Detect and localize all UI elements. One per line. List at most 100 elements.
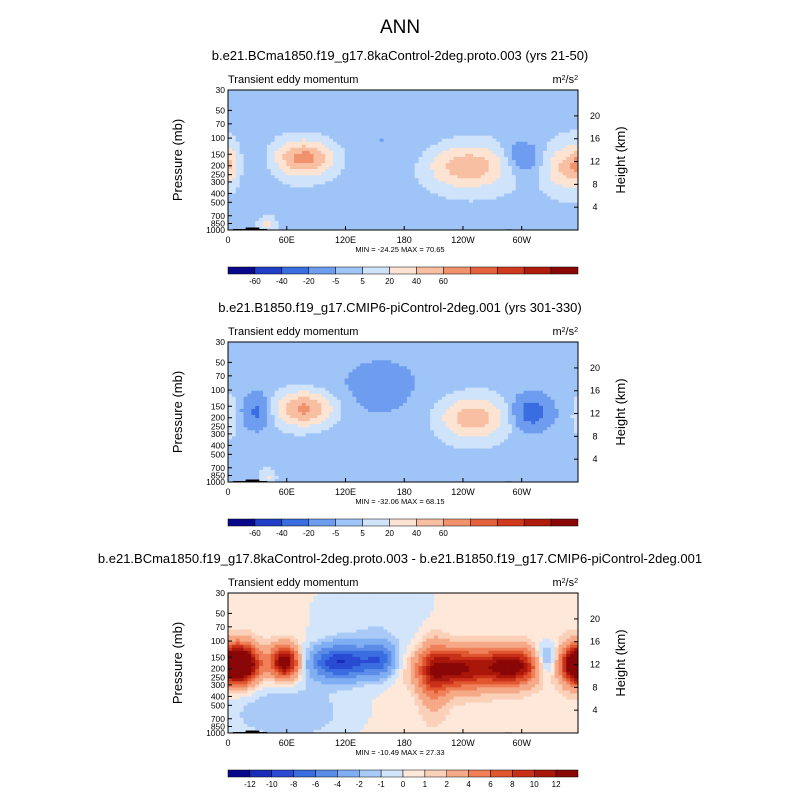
heatmap-cell xyxy=(523,163,529,167)
heatmap-cell xyxy=(546,126,552,131)
heatmap-cell xyxy=(418,123,424,128)
heatmap-cell xyxy=(391,132,396,137)
heatmap-cell xyxy=(566,123,571,128)
heatmap-cell xyxy=(239,99,245,103)
heatmap-cell xyxy=(375,144,381,149)
heatmap-cell xyxy=(399,141,404,146)
heatmap-cell xyxy=(371,193,377,198)
heatmap-cell xyxy=(282,220,287,225)
heatmap-cell xyxy=(228,199,233,204)
heatmap-cell xyxy=(278,445,284,450)
heatmap-cell xyxy=(325,111,330,115)
heatmap-cell xyxy=(496,102,501,106)
heatmap-cell xyxy=(496,123,501,128)
heatmap-cell xyxy=(523,156,529,161)
heatmap-cell xyxy=(231,111,237,115)
heatmap-cell xyxy=(360,166,365,170)
heatmap-cell xyxy=(259,178,264,182)
heatmap-cell xyxy=(298,108,303,112)
heatmap-cell xyxy=(329,114,334,118)
heatmap-cell xyxy=(235,460,241,465)
heatmap-cell xyxy=(406,181,412,185)
heatmap-cell xyxy=(251,472,256,477)
heatmap-cell xyxy=(523,178,529,182)
heatmap-cell xyxy=(231,342,237,346)
heatmap-cell xyxy=(496,129,501,134)
heatmap-cell xyxy=(414,169,420,173)
heatmap-cell xyxy=(554,187,560,192)
heatmap-cell xyxy=(504,184,509,188)
heatmap-cell xyxy=(383,120,389,125)
heatmap-cell xyxy=(430,90,435,94)
heatmap-cell xyxy=(414,205,420,210)
heatmap-cell xyxy=(266,163,272,167)
heatmap-cell xyxy=(263,454,268,459)
heatmap-cell xyxy=(352,144,357,149)
heatmap-cell xyxy=(266,193,272,198)
heatmap-cell xyxy=(255,205,260,210)
heatmap-cell xyxy=(558,175,564,179)
heatmap-cell xyxy=(235,418,241,422)
heatmap-cell xyxy=(410,202,416,207)
heatmap-cell xyxy=(441,178,447,182)
heatmap-cell xyxy=(554,96,560,100)
heatmap-cell xyxy=(243,469,249,474)
heatmap-cell xyxy=(309,175,315,179)
heatmap-cell xyxy=(266,366,272,370)
heatmap-cell xyxy=(399,120,404,125)
heatmap-cell xyxy=(294,156,299,161)
heatmap-cell xyxy=(465,208,470,213)
heatmap-cell xyxy=(504,208,509,213)
heatmap-cell xyxy=(430,205,435,210)
heatmap-cell xyxy=(480,199,486,204)
heatmap-cell xyxy=(492,153,497,158)
heatmap-cell xyxy=(270,223,276,228)
heatmap-cell xyxy=(504,150,509,155)
heatmap-cell xyxy=(239,348,245,352)
heatmap-cell xyxy=(325,175,330,179)
heatmap-cell xyxy=(523,123,529,128)
heatmap-cell xyxy=(371,214,377,219)
heatmap-cell xyxy=(290,150,295,155)
heatmap-cell xyxy=(325,202,330,207)
heatmap-cell xyxy=(278,156,284,161)
heatmap-cell xyxy=(263,196,268,201)
heatmap-cell xyxy=(574,123,578,128)
heatmap-cell xyxy=(228,156,233,161)
heatmap-cell xyxy=(550,102,556,106)
heatmap-cell xyxy=(270,412,276,416)
heatmap-cell xyxy=(480,126,486,131)
heatmap-cell xyxy=(403,141,408,146)
heatmap-cell xyxy=(282,448,287,453)
heatmap-cell xyxy=(251,421,256,425)
ylabel-right: Height (km) xyxy=(613,126,628,193)
heatmap-cell xyxy=(239,102,245,106)
heatmap-cell xyxy=(457,108,462,112)
heatmap-cell xyxy=(344,160,350,164)
heatmap-cell xyxy=(247,111,252,115)
heatmap-cell xyxy=(527,135,532,140)
heatmap-cell xyxy=(543,96,548,100)
heatmap-cell xyxy=(305,120,311,125)
heatmap-cell xyxy=(255,369,260,374)
heatmap-cell xyxy=(484,166,490,170)
heatmap-cell xyxy=(562,105,567,109)
heatmap-cell xyxy=(243,375,249,380)
heatmap-cell xyxy=(554,120,560,125)
heatmap-cell xyxy=(298,205,303,210)
heatmap-cell xyxy=(352,96,357,100)
heatmap-cell xyxy=(496,108,501,112)
heatmap-cell xyxy=(247,472,252,477)
heatmap-cell xyxy=(364,132,369,137)
heatmap-cell xyxy=(426,181,431,185)
heatmap-cell xyxy=(247,211,252,216)
heatmap-cell xyxy=(290,163,295,167)
heatmap-cell xyxy=(352,199,357,204)
heatmap-cell xyxy=(399,93,404,97)
heatmap-cell xyxy=(259,220,264,225)
heatmap-cell xyxy=(231,363,237,367)
heatmap-cell xyxy=(336,226,342,230)
heatmap-cell xyxy=(449,208,455,213)
heatmap-cell xyxy=(500,96,505,100)
heatmap-cell xyxy=(469,105,474,109)
